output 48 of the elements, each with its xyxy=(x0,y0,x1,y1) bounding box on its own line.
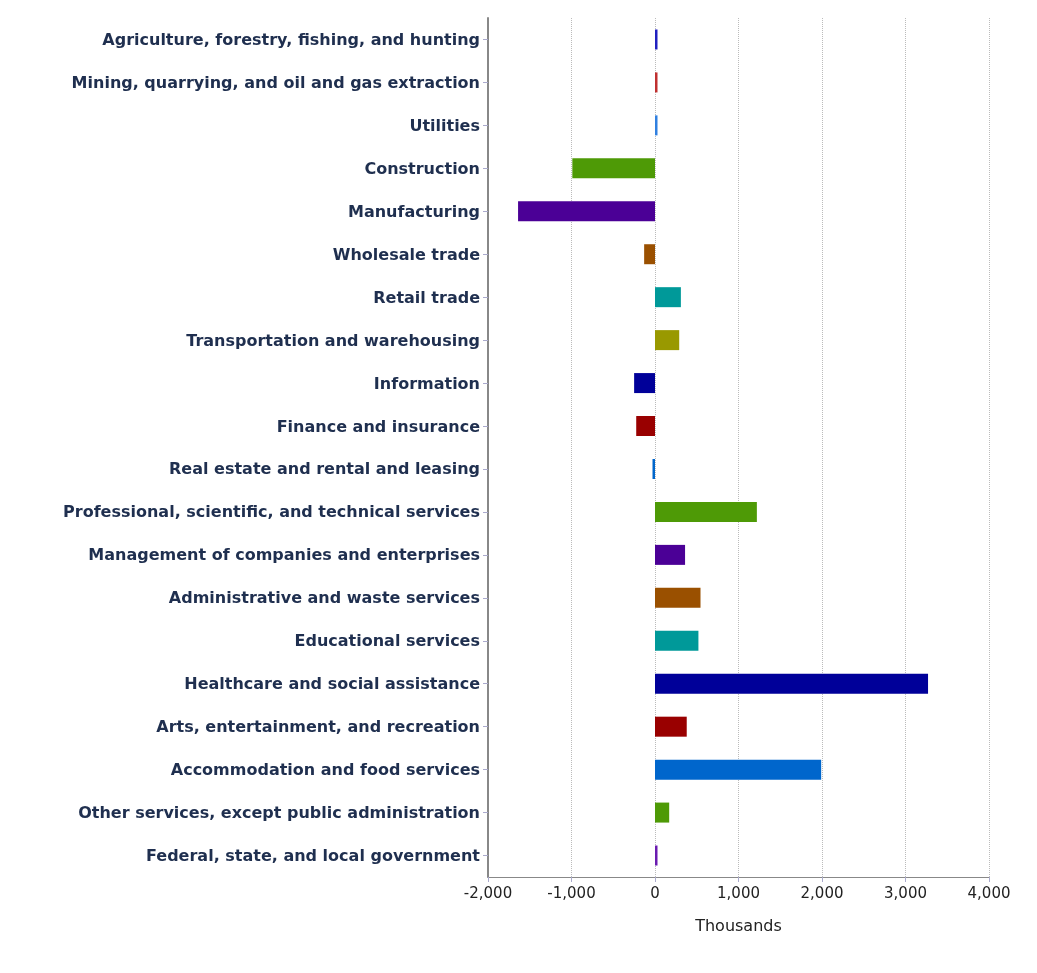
x-tick-label: -1,000 xyxy=(547,883,596,902)
bar xyxy=(655,630,699,651)
y-tick-label: Manufacturing xyxy=(348,201,480,221)
bar xyxy=(644,244,655,265)
x-tick-label: 2,000 xyxy=(800,883,844,902)
bar xyxy=(655,673,929,694)
bar xyxy=(655,72,658,93)
y-tick-label: Real estate and rental and leasing xyxy=(169,459,480,479)
y-tick-label: Wholesale trade xyxy=(332,244,481,264)
bar xyxy=(572,158,655,179)
bar xyxy=(655,330,680,351)
y-tick-label: Arts, entertainment, and recreation xyxy=(156,717,480,737)
y-tick-label: Mining, quarrying, and oil and gas extraction xyxy=(71,72,480,92)
x-tick-label: -2,000 xyxy=(463,883,513,902)
y-tick-label: Management of companies and enterprises xyxy=(88,545,480,565)
bar xyxy=(655,544,686,565)
y-tick-label: Retail trade xyxy=(373,287,481,307)
bar xyxy=(634,373,655,394)
y-tick-label: Utilities xyxy=(409,115,480,135)
bar xyxy=(655,845,658,866)
bar xyxy=(655,501,757,522)
y-tick-label: Information xyxy=(373,373,480,393)
bar xyxy=(655,802,670,823)
bar xyxy=(518,201,655,222)
x-tick-label: 1,000 xyxy=(717,883,760,902)
bar xyxy=(655,759,822,780)
y-tick-label: Healthcare and social assistance xyxy=(184,674,481,694)
bar xyxy=(655,115,658,136)
x-tick-label: 0 xyxy=(650,883,660,902)
bar xyxy=(652,458,655,479)
y-tick-label: Professional, scientific, and technical services xyxy=(63,502,480,522)
bar xyxy=(655,287,681,308)
y-tick-label: Administrative and waste services xyxy=(168,588,480,608)
x-tick-label: 3,000 xyxy=(884,883,927,902)
x-tick-label: 4,000 xyxy=(967,883,1011,902)
y-tick-label: Federal, state, and local government xyxy=(146,846,481,866)
y-tick-label: Transportation and warehousing xyxy=(186,330,480,350)
bar xyxy=(636,416,655,437)
bar xyxy=(655,29,658,50)
bar xyxy=(655,716,687,737)
y-tick-label: Finance and insurance xyxy=(276,416,481,436)
y-tick-label: Agriculture, forestry, fishing, and hunting xyxy=(102,29,480,49)
y-tick-label: Accommodation and food services xyxy=(170,760,480,780)
y-tick-label: Construction xyxy=(364,158,480,178)
bar xyxy=(655,587,701,608)
x-axis-title: Thousands xyxy=(694,915,782,935)
y-tick-label: Educational services xyxy=(294,631,480,651)
y-tick-label: Other services, except public administration xyxy=(78,803,480,823)
